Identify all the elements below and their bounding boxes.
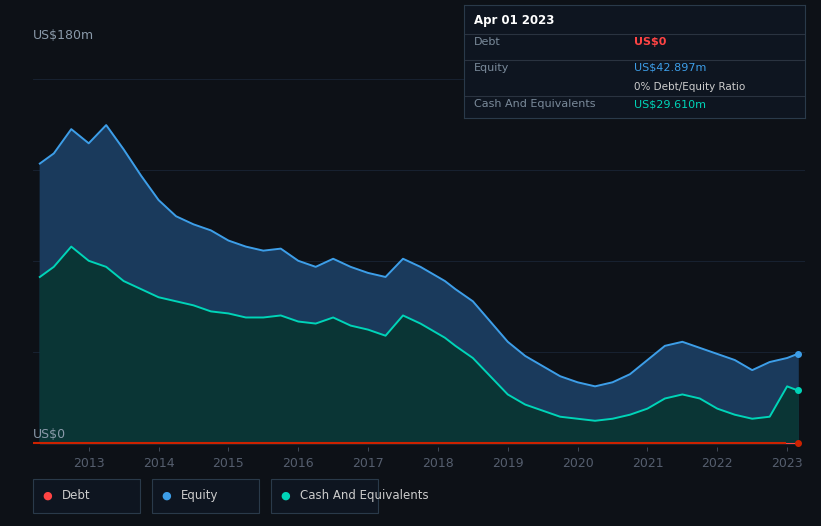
- Text: Cash And Equivalents: Cash And Equivalents: [474, 99, 595, 109]
- Text: Equity: Equity: [474, 63, 510, 73]
- Text: US$180m: US$180m: [33, 29, 94, 42]
- Text: Debt: Debt: [62, 489, 90, 502]
- Text: Apr 01 2023: Apr 01 2023: [474, 14, 554, 27]
- Text: ●: ●: [162, 490, 172, 501]
- Text: US$0: US$0: [635, 37, 667, 47]
- Text: US$42.897m: US$42.897m: [635, 63, 707, 73]
- Text: ●: ●: [43, 490, 53, 501]
- Text: US$0: US$0: [33, 428, 66, 441]
- Text: Debt: Debt: [474, 37, 501, 47]
- Text: US$29.610m: US$29.610m: [635, 99, 706, 109]
- Text: ●: ●: [281, 490, 291, 501]
- Text: Cash And Equivalents: Cash And Equivalents: [300, 489, 429, 502]
- Text: Equity: Equity: [181, 489, 218, 502]
- Text: 0% Debt/Equity Ratio: 0% Debt/Equity Ratio: [635, 82, 745, 92]
